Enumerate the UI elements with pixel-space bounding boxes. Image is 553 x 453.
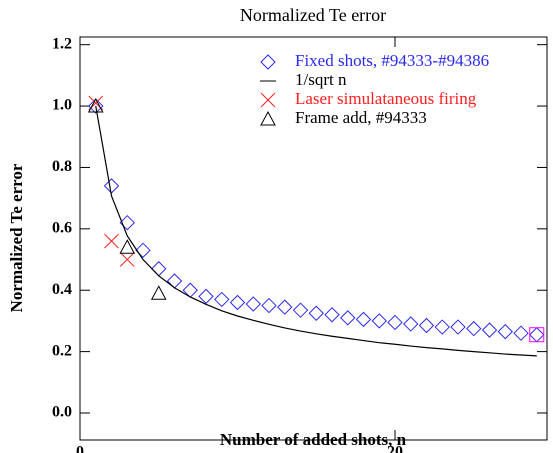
point [198, 288, 214, 305]
legend-marker [260, 110, 276, 126]
point [151, 261, 167, 277]
point [214, 291, 230, 308]
point [229, 294, 246, 311]
point [418, 317, 435, 334]
point [166, 273, 183, 289]
point [261, 297, 277, 314]
legend-label: Fixed shots, #94333-#94386 [295, 51, 489, 70]
x-tick-label: 0 [76, 444, 84, 453]
point [182, 282, 198, 298]
line-series [95, 105, 537, 357]
y-tick-label: 0.4 [52, 281, 72, 298]
point [340, 310, 356, 326]
point [387, 314, 403, 331]
point [355, 311, 372, 328]
legend-label: 1/sqrt n [295, 70, 347, 89]
point [104, 233, 119, 249]
legend-label: Laser simulataneous firing [295, 89, 477, 108]
point [88, 98, 104, 114]
point [308, 305, 324, 321]
point [119, 239, 136, 254]
point [119, 214, 135, 231]
point [529, 327, 545, 343]
point [87, 98, 104, 113]
highlight-point [529, 327, 545, 343]
point [371, 313, 387, 329]
y-tick-label: 0.8 [52, 158, 72, 175]
y-tick-label: 1.2 [52, 35, 72, 52]
plot-frame [79, 36, 548, 441]
point [245, 296, 261, 312]
point [481, 322, 498, 338]
legend-label: Frame add, #94333 [295, 108, 427, 127]
y-tick-label: 0.0 [52, 404, 72, 421]
x-tick-label: 20 [387, 444, 403, 453]
y-tick-label: 0.6 [52, 220, 72, 237]
y-tick-label: 0.2 [52, 342, 72, 359]
point [513, 325, 529, 341]
point [119, 252, 135, 267]
x-axis-label: Number of added shots, n [220, 430, 407, 449]
point [135, 242, 151, 259]
y-axis-label: Normalized Te error [7, 163, 26, 312]
point [450, 319, 466, 335]
point [466, 320, 482, 337]
point [324, 307, 340, 323]
y-tick-label: 1.0 [52, 97, 72, 114]
point [497, 323, 513, 340]
point [277, 299, 293, 315]
legend-marker [260, 54, 276, 70]
point [292, 302, 309, 318]
point [434, 319, 450, 335]
point [103, 178, 120, 194]
point [150, 285, 167, 300]
legend-marker [260, 92, 276, 108]
chart-title: Normalized Te error [240, 5, 386, 25]
point [403, 316, 419, 332]
